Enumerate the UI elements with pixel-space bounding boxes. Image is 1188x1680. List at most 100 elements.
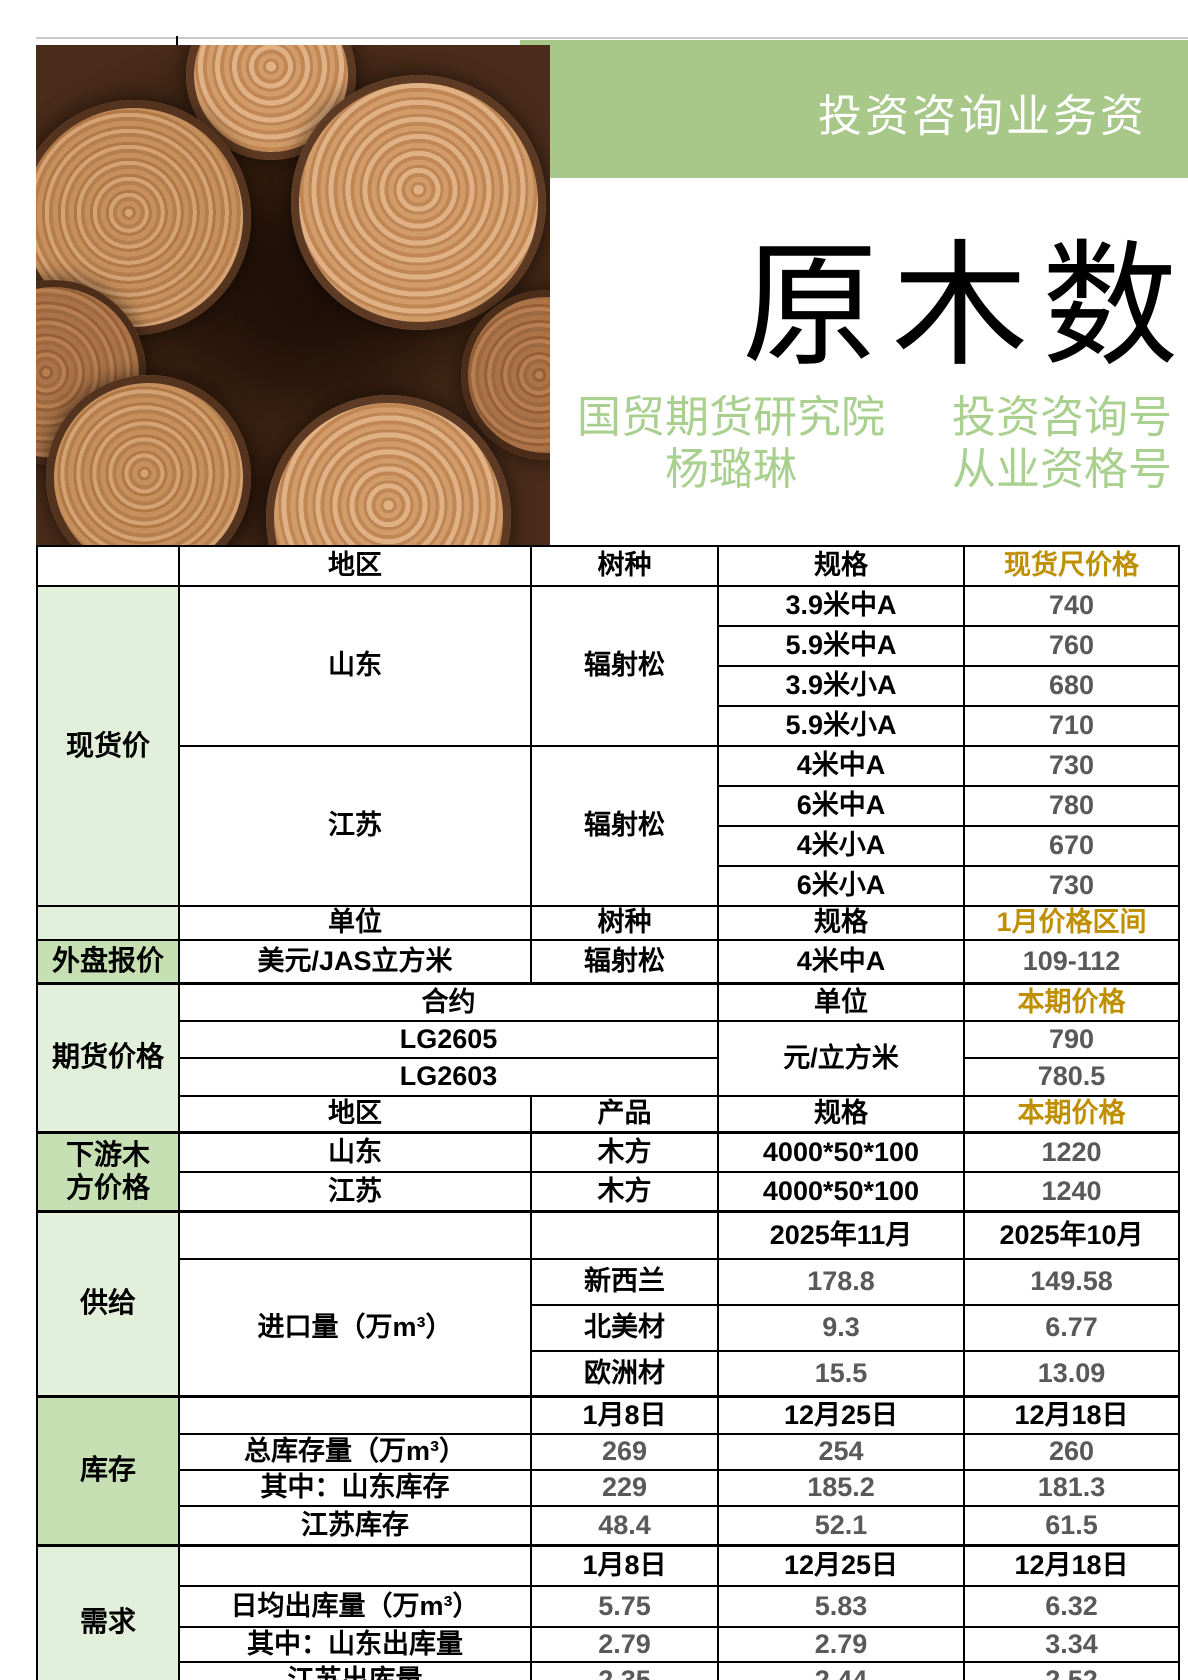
inventory-value: 269 [530,1433,719,1471]
downstream-product: 木方 [530,1171,719,1212]
inventory-value: 260 [963,1433,1180,1471]
spot-spec: 6米中A [717,785,965,827]
downstream-region: 山东 [178,1130,532,1173]
spot-price: 730 [963,865,1180,907]
downstream-label-line1: 下游木 [65,1139,150,1171]
spot-price: 680 [963,665,1180,707]
logs-photo [36,45,550,545]
downstream-header-row: 地区 产品 规格 本期价格 [37,1095,1180,1133]
downstream-product: 木方 [530,1130,719,1173]
futures-header-contract: 合约 [178,981,719,1022]
header-banner: 投资咨询业务资 [520,40,1188,178]
spot-price: 730 [963,745,1180,787]
demand-metric: 其中：山东出库量 [178,1626,532,1663]
banner-text: 投资咨询业务资 [818,92,1147,141]
org-name: 国贸期货研究院 [577,393,885,442]
demand-value: 5.83 [717,1585,965,1628]
demand-value: 2.44 [717,1661,965,1680]
supply-row: 北美材 9.3 6.77 [37,1304,1180,1352]
futures-unit: 元/立方米 [717,1020,965,1097]
demand-metric: 江苏出库量 [178,1661,532,1680]
downstream-price: 1240 [963,1171,1180,1212]
supply-value: 13.09 [963,1350,1180,1397]
empty-cell [178,1394,532,1435]
inventory-date: 1月8日 [530,1394,719,1435]
supply-metric: 进口量（万m³） [178,1258,532,1397]
inventory-date-row: 库存 1月8日 12月25日 12月18日 [36,1394,1180,1546]
spot-spec: 3.9米中A [717,585,965,627]
inventory-row: 江苏库存 48.4 52.1 61.5 [37,1505,1180,1546]
supply-value: 9.3 [717,1304,965,1352]
futures-price: 780.5 [963,1057,1180,1097]
spot-price: 740 [963,585,1180,627]
spot-price: 780 [963,785,1180,827]
section-label-inventory: 库存 [36,1394,180,1546]
empty-cell [178,1543,532,1587]
log-end-icon [46,375,251,545]
qualification-no-label: 从业资格号 [952,445,1172,494]
spot-price: 670 [963,825,1180,867]
inventory-value: 52.1 [717,1505,965,1546]
downstream-row: 下游木 方价格 山东 木方 4000*50*100 1220 [36,1130,1180,1212]
foreign-spec: 4米中A [717,939,965,984]
futures-header-unit: 单位 [717,981,965,1022]
foreign-price-range: 109-112 [963,939,1180,984]
foreign-header-species: 树种 [530,905,719,941]
downstream-header-product: 产品 [530,1095,719,1133]
supply-date: 2025年10月 [963,1209,1180,1260]
spot-row: 5.9米中A 760 [37,625,1180,667]
demand-date: 1月8日 [530,1543,719,1587]
futures-header-row: 期货价格 合约 单位 本期价格 [36,981,1180,1133]
spot-row: 现货价 山东 辐射松 3.9米中A 740 [36,585,1180,907]
demand-date: 12月18日 [963,1543,1180,1587]
demand-value: 2.35 [530,1661,719,1680]
spot-price: 760 [963,625,1180,667]
empty-cell [36,905,180,941]
spot-row: 6米中A 780 [37,785,1180,827]
supply-row: 欧洲材 15.5 13.09 [37,1350,1180,1397]
futures-price: 790 [963,1020,1180,1059]
demand-row: 日均出库量（万m³） 5.75 5.83 6.32 [37,1585,1180,1628]
spot-spec: 6米小A [717,865,965,907]
downstream-header-price: 本期价格 [963,1095,1180,1133]
inventory-row: 总库存量（万m³） 269 254 260 [37,1433,1180,1471]
spot-spec: 5.9米中A [717,625,965,667]
foreign-header-unit: 单位 [178,905,532,941]
demand-value: 6.32 [963,1585,1180,1628]
futures-row: LG2603 780.5 [37,1057,1180,1097]
spot-spec: 4米小A [717,825,965,867]
inventory-row: 其中：山东库存 229 185.2 181.3 [37,1469,1180,1507]
inventory-value: 181.3 [963,1469,1180,1507]
spot-header-row: 地区 树种 规格 现货尺价格 [36,545,1180,587]
inventory-metric: 其中：山东库存 [178,1469,532,1507]
byline-org-block: 国贸期货研究院 杨璐琳 [545,392,917,496]
supply-value: 178.8 [717,1258,965,1306]
supply-date-row: 供给 2025年11月 2025年10月 [36,1209,1180,1397]
inventory-date: 12月25日 [717,1394,965,1435]
futures-row: LG2605 元/立方米 790 [37,1020,1180,1097]
section-label-spot: 现货价 [36,585,180,907]
data-table: 地区 树种 规格 现货尺价格 现货价 山东 辐射松 3.9米中A 740 5.9… [36,545,1180,1680]
spot-header-species: 树种 [530,545,719,587]
futures-header-price: 本期价格 [963,981,1180,1022]
spot-spec: 3.9米小A [717,665,965,707]
spot-row: 6米小A 730 [37,865,1180,907]
downstream-spec: 4000*50*100 [717,1130,965,1173]
spot-row: 4米小A 670 [37,825,1180,867]
top-gridline [36,37,1188,39]
inventory-metric: 总库存量（万m³） [178,1433,532,1471]
supply-value: 6.77 [963,1304,1180,1352]
foreign-quote-row: 外盘报价 美元/JAS立方米 辐射松 4米中A 109-112 [36,939,1180,984]
downstream-header-region: 地区 [178,1095,532,1133]
downstream-spec: 4000*50*100 [717,1171,965,1212]
spot-region: 江苏 [178,745,532,907]
inventory-value: 61.5 [963,1505,1180,1546]
futures-contract: LG2603 [178,1057,719,1097]
spot-row: 江苏 辐射松 4米中A 730 [37,745,1180,907]
downstream-row: 江苏 木方 4000*50*100 1240 [37,1171,1180,1212]
supply-origin: 新西兰 [530,1258,719,1306]
supply-origin: 欧洲材 [530,1350,719,1397]
inventory-metric: 江苏库存 [178,1505,532,1546]
inventory-value: 229 [530,1469,719,1507]
analyst-name: 杨璐琳 [665,445,797,494]
